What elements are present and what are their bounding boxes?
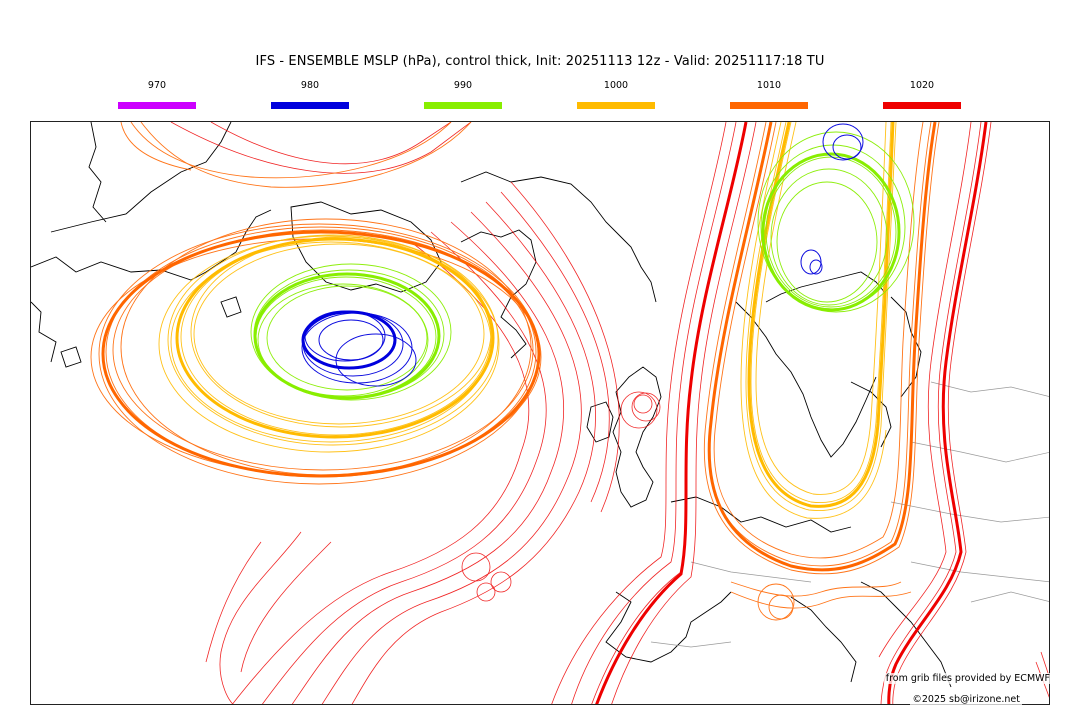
legend-label: 980 xyxy=(300,80,320,91)
legend-swatch-purple xyxy=(118,102,196,109)
eastern-isobars xyxy=(551,122,1049,704)
legend-label: 1020 xyxy=(909,80,935,91)
data-credit: from grib files provided by ECMWF xyxy=(883,673,1052,684)
map-panel[interactable] xyxy=(30,121,1050,705)
legend-item-1020: 1020 xyxy=(883,80,961,109)
map-title: IFS - ENSEMBLE MSLP (hPa), control thick… xyxy=(255,54,825,69)
legend-swatch-orange xyxy=(730,102,808,109)
control-1010 xyxy=(101,230,541,478)
legend-swatch-red xyxy=(883,102,961,109)
legend-swatch-yellow xyxy=(577,102,655,109)
coastlines xyxy=(31,122,952,688)
legend-label: 1000 xyxy=(603,80,629,91)
isobar-map xyxy=(31,122,1049,704)
legend-swatch-green xyxy=(424,102,502,109)
legend-item-990: 990 xyxy=(424,80,502,109)
copyright-notice: ©2025 sb@irizone.net xyxy=(910,694,1022,705)
legend-item-1010: 1010 xyxy=(730,80,808,109)
country-borders xyxy=(650,381,1049,648)
legend-label: 1010 xyxy=(756,80,782,91)
legend-swatch-blue xyxy=(271,102,349,109)
legend-item-970: 970 xyxy=(118,80,196,109)
western-low-isobars xyxy=(90,122,620,704)
legend-label: 990 xyxy=(453,80,473,91)
legend-item-1000: 1000 xyxy=(577,80,655,109)
legend-label: 970 xyxy=(147,80,167,91)
legend-item-980: 980 xyxy=(271,80,349,109)
